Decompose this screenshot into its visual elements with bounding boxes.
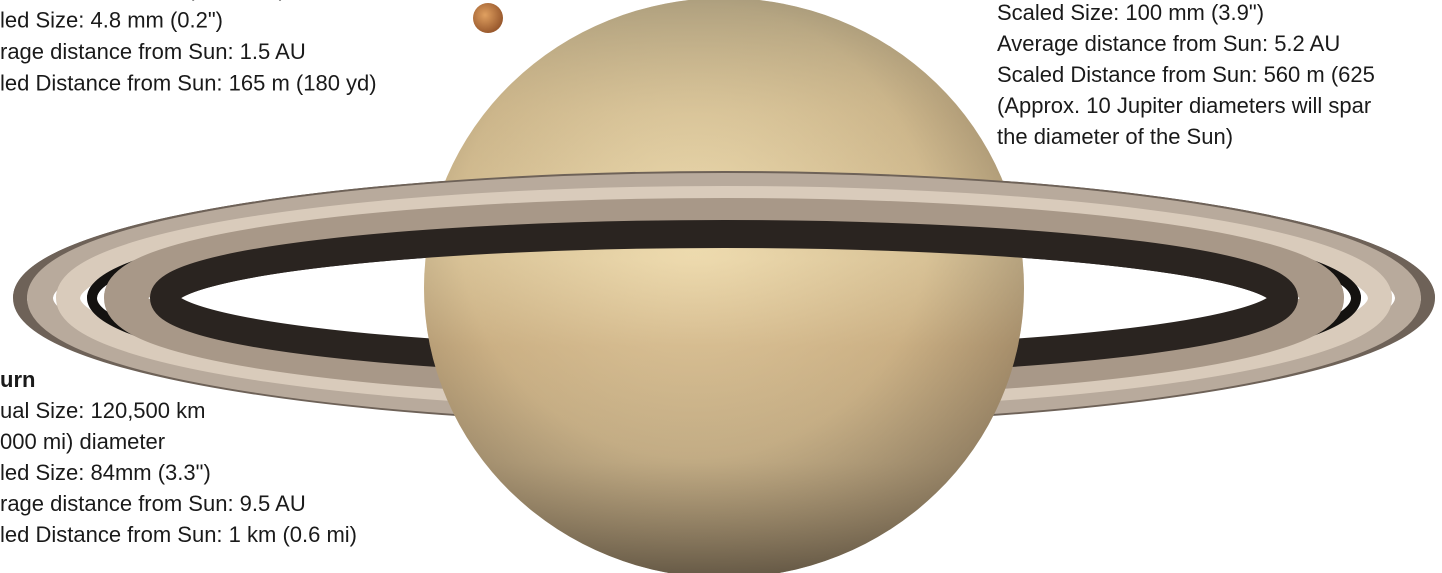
info-text: Scaled Size: 100 mm (3.9")	[997, 0, 1264, 25]
info-text: the diameter of the Sun)	[997, 124, 1233, 149]
info-text: Scaled Distance from Sun: 560 m (625	[997, 62, 1375, 87]
info-text: rage distance from Sun: 1.5 AU	[0, 39, 306, 64]
info-text: led Size: 4.8 mm (0.2")	[0, 7, 223, 32]
info-text: urn	[0, 367, 35, 392]
info-text: ual Size: 120,500 km	[0, 398, 205, 423]
mars	[473, 3, 503, 33]
saturn-bands	[424, 0, 1024, 573]
info-text: led Distance from Sun: 165 m (180 yd)	[0, 70, 377, 95]
info-text: 000 mi) diameter	[0, 429, 165, 454]
labels: ual Size: 6,800 km (4,200 mi) diameter le…	[0, 0, 1375, 547]
info-text: led Size: 84mm (3.3")	[0, 460, 211, 485]
info-text: rage distance from Sun: 9.5 AU	[0, 491, 306, 516]
info-text: ual Size: 6,800 km (4,200 mi) diameter	[0, 0, 378, 1]
info-text: Average distance from Sun: 5.2 AU	[997, 31, 1340, 56]
info-text: led Distance from Sun: 1 km (0.6 mi)	[0, 522, 357, 547]
info-text: (Approx. 10 Jupiter diameters will spar	[997, 93, 1371, 118]
